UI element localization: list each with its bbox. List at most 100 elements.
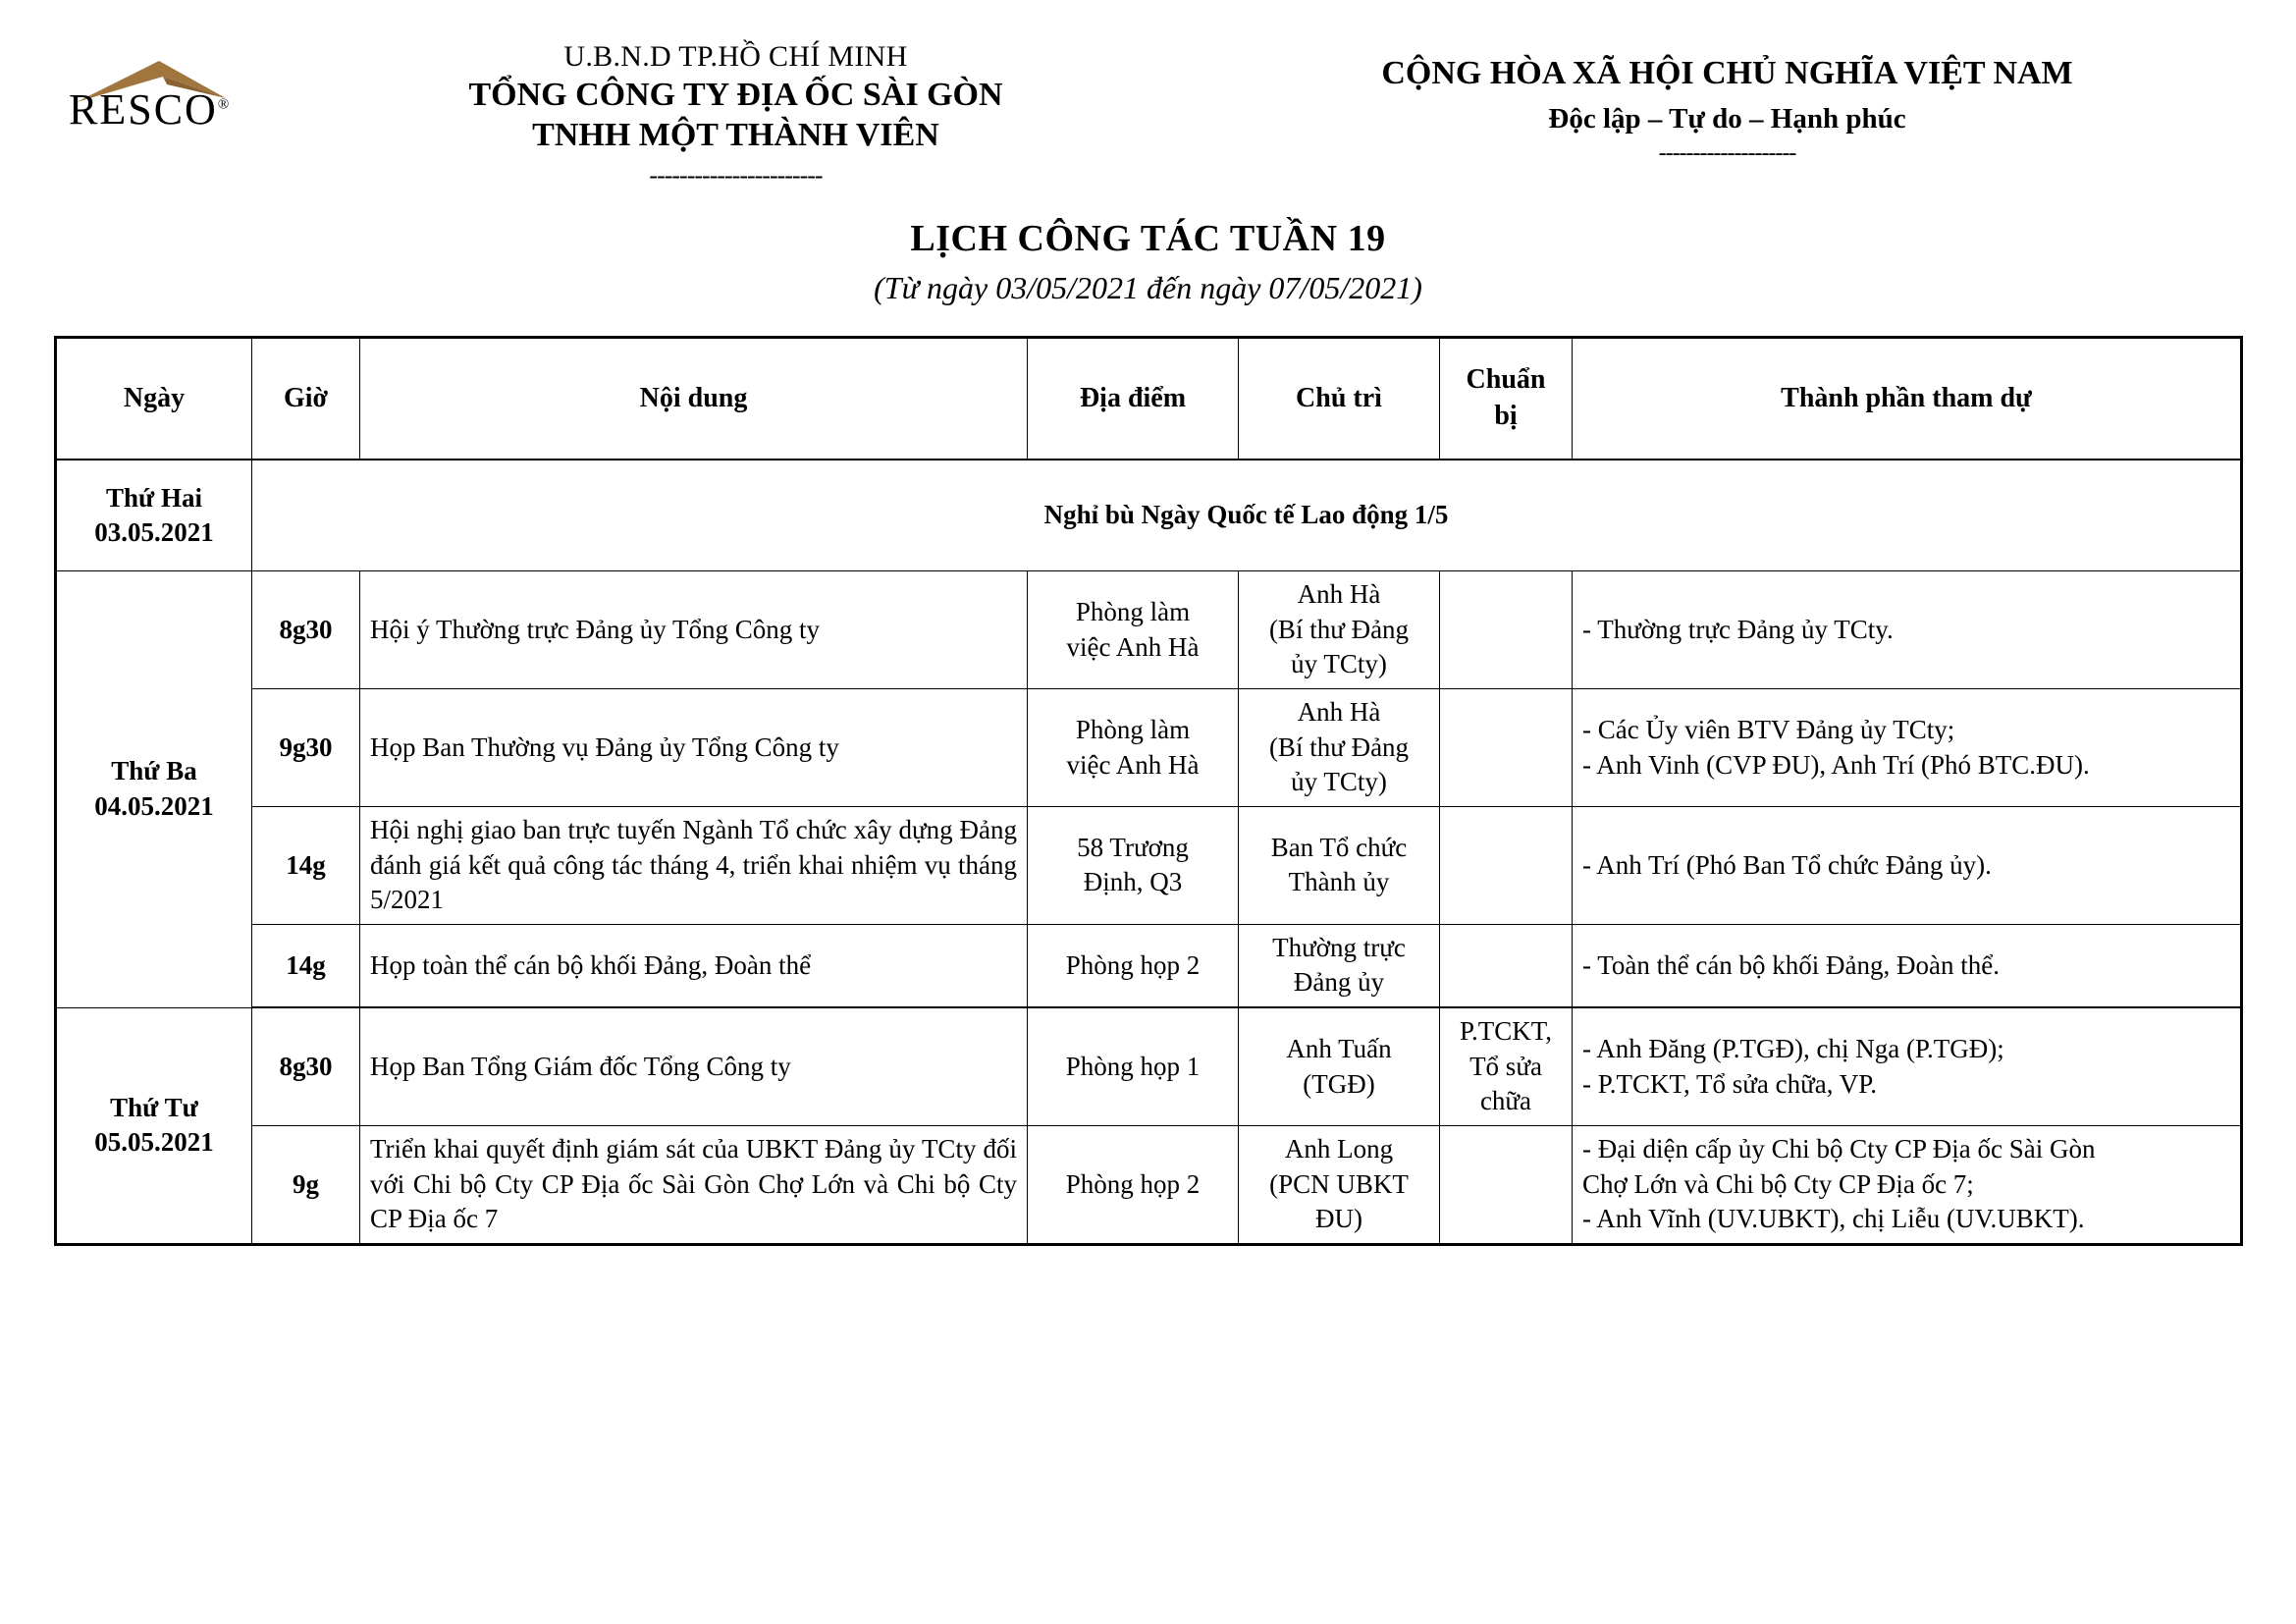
- page-subtitle: (Từ ngày 03/05/2021 đến ngày 07/05/2021): [874, 269, 1422, 305]
- chair-cell: Ban Tổ chức Thành ủy: [1238, 805, 1440, 925]
- prep-cell: [1439, 1124, 1573, 1246]
- resco-logo: RESCO®: [69, 39, 240, 132]
- chair-cell: Anh Hà (Bí thư Đảng ủy TCty): [1238, 688, 1440, 807]
- prep-cell: [1439, 923, 1573, 1009]
- org-form-line: TNHH MỘT THÀNH VIÊN: [532, 117, 939, 154]
- chair-line: (Bí thư Đảng: [1268, 614, 1410, 644]
- day-cell-thu-hai: Thứ Hai 03.05.2021: [55, 459, 252, 572]
- table-row: 14g Họp toàn thể cán bộ khối Đảng, Đoàn …: [56, 923, 2242, 1009]
- holiday-note: Nghỉ bù Ngày Quốc tế Lao động 1/5: [251, 459, 2242, 572]
- table-row: 9g Triển khai quyết định giám sát của UB…: [56, 1124, 2242, 1246]
- column-header-diadiem: Địa điểm: [1027, 337, 1239, 461]
- chair-line: Thường trực: [1272, 932, 1406, 962]
- place-line: Định, Q3: [1083, 867, 1183, 897]
- prep-cell: [1439, 570, 1573, 690]
- org-authority-line: U.B.N.D TP.HỒ CHÍ MINH: [563, 40, 908, 73]
- content-cell: Họp Ban Thường vụ Đảng ủy Tổng Công ty: [359, 688, 1028, 807]
- time-cell: 9g30: [251, 688, 360, 807]
- chair-line: Ban Tổ chức: [1270, 832, 1408, 862]
- schedule-table-wrap: Ngày Giờ Nội dung Địa điểm Chủ trì Chuẩn…: [0, 336, 2296, 1246]
- chair-line: Anh Tuấn: [1286, 1033, 1392, 1063]
- attendees-cell: - Đại diện cấp ủy Chi bộ Cty CP Địa ốc S…: [1572, 1124, 2242, 1246]
- table-header-row: Ngày Giờ Nội dung Địa điểm Chủ trì Chuẩn…: [55, 337, 2242, 461]
- national-motto: Độc lập – Tự do – Hạnh phúc: [1548, 102, 1906, 135]
- day-cell-thu-ba: Thứ Ba 04.05.2021: [55, 570, 252, 1008]
- place-line: việc Anh Hà: [1066, 749, 1200, 780]
- chair-line: ủy TCty): [1291, 649, 1387, 679]
- logo-word-text: RESCO: [69, 85, 218, 134]
- registered-mark-icon: ®: [217, 96, 230, 113]
- day-name: Thứ Ba: [111, 756, 197, 786]
- day-date: 04.05.2021: [94, 790, 214, 821]
- logo-wordmark: RESCO®: [69, 88, 240, 132]
- chair-cell: Anh Tuấn (TGĐ): [1238, 1006, 1440, 1126]
- place-cell: Phòng làm việc Anh Hà: [1027, 688, 1239, 807]
- prep-line: chữa: [1479, 1086, 1532, 1116]
- place-cell: Phòng họp 1: [1027, 1006, 1239, 1126]
- time-cell: 9g: [251, 1124, 360, 1246]
- chair-line: ĐU): [1315, 1204, 1362, 1234]
- column-header-chuanbi-l1: Chuẩn: [1466, 364, 1546, 396]
- attendee-line: - Anh Vĩnh (UV.UBKT), chị Liễu (UV.UBKT)…: [1582, 1204, 2085, 1234]
- attendees-cell: - Toàn thể cán bộ khối Đảng, Đoàn thể.: [1572, 923, 2242, 1009]
- header-left-block: RESCO® U.B.N.D TP.HỒ CHÍ MINH TỔNG CÔNG …: [69, 39, 1227, 190]
- content-cell: Hội nghị giao ban trực tuyến Ngành Tổ ch…: [359, 805, 1028, 925]
- attendee-line: - Anh Đăng (P.TGĐ), chị Nga (P.TGĐ);: [1582, 1033, 2004, 1063]
- attendee-line: - Đại diện cấp ủy Chi bộ Cty CP Địa ốc S…: [1582, 1133, 2096, 1164]
- column-header-noidung: Nội dung: [359, 337, 1028, 461]
- org-company-line: TỔNG CÔNG TY ĐỊA ỐC SÀI GÒN: [468, 77, 1003, 113]
- content-cell: Họp Ban Tổng Giám đốc Tổng Công ty: [359, 1006, 1028, 1126]
- place-line: Phòng làm: [1075, 597, 1191, 627]
- attendee-line: - Các Ủy viên BTV Đảng ủy TCty;: [1582, 714, 1955, 744]
- table-row: 14g Hội nghị giao ban trực tuyến Ngành T…: [56, 805, 2242, 925]
- national-title: CỘNG HÒA XÃ HỘI CHỦ NGHĨA VIỆT NAM: [1381, 55, 2073, 91]
- attendees-cell: - Anh Đăng (P.TGĐ), chị Nga (P.TGĐ); - P…: [1572, 1006, 2242, 1126]
- chair-line: Đảng ủy: [1293, 967, 1385, 998]
- attendee-line: - Thường trực Đảng ủy TCty.: [1582, 614, 1894, 644]
- day-date: 05.05.2021: [94, 1127, 214, 1158]
- table-header: Ngày Giờ Nội dung Địa điểm Chủ trì Chuẩn…: [55, 337, 2242, 461]
- chair-line: ủy TCty): [1291, 767, 1387, 797]
- national-divider: --------------------: [1658, 140, 1797, 167]
- chair-line: Anh Hà: [1297, 579, 1381, 610]
- chair-cell: Anh Hà (Bí thư Đảng ủy TCty): [1238, 570, 1440, 690]
- table-row: Thứ Ba 04.05.2021 8g30 Hội ý Thường trực…: [55, 570, 2242, 1008]
- title-block: LỊCH CÔNG TÁC TUẦN 19 (Từ ngày 03/05/202…: [0, 216, 2296, 308]
- attendee-line: - Anh Trí (Phó Ban Tổ chức Đảng ủy).: [1582, 849, 1992, 880]
- chair-cell: Anh Long (PCN UBKT ĐU): [1238, 1124, 1440, 1246]
- prep-line: P.TCKT,: [1459, 1016, 1552, 1047]
- document-header: RESCO® U.B.N.D TP.HỒ CHÍ MINH TỔNG CÔNG …: [0, 0, 2296, 190]
- time-cell: 14g: [251, 923, 360, 1009]
- place-line: việc Anh Hà: [1066, 631, 1200, 662]
- chair-line: Anh Long: [1284, 1133, 1394, 1164]
- column-header-chutri: Chủ trì: [1238, 337, 1440, 461]
- day-date: 03.05.2021: [94, 517, 214, 548]
- national-heading: CỘNG HÒA XÃ HỘI CHỦ NGHĨA VIỆT NAM Độc l…: [1227, 39, 2227, 168]
- attendee-line: - Anh Vinh (CVP ĐU), Anh Trí (Phó BTC.ĐU…: [1582, 749, 2090, 780]
- column-header-chuanbi-l2: bị: [1494, 401, 1518, 432]
- table-row: Thứ Tư 05.05.2021 8g30 Họp Ban Tổng Giám…: [55, 1006, 2242, 1245]
- chair-cell: Thường trực Đảng ủy: [1238, 923, 1440, 1009]
- place-cell: Phòng làm việc Anh Hà: [1027, 570, 1239, 690]
- attendees-cell: - Các Ủy viên BTV Đảng ủy TCty; - Anh Vi…: [1572, 688, 2242, 807]
- prep-cell: [1439, 688, 1573, 807]
- table-row: 9g30 Họp Ban Thường vụ Đảng ủy Tổng Công…: [56, 688, 2242, 807]
- chair-line: (TGĐ): [1303, 1068, 1375, 1099]
- attendees-cell: - Thường trực Đảng ủy TCty.: [1572, 570, 2242, 690]
- attendee-line: Chợ Lớn và Chi bộ Cty CP Địa ốc 7;: [1582, 1168, 1974, 1199]
- chair-line: (PCN UBKT: [1269, 1168, 1409, 1199]
- page-title: LỊCH CÔNG TÁC TUẦN 19: [910, 218, 1386, 260]
- time-cell: 8g30: [251, 570, 360, 690]
- place-line: 58 Trương: [1077, 832, 1189, 862]
- column-header-tpthamdu: Thành phần tham dự: [1572, 337, 2242, 461]
- time-cell: 14g: [251, 805, 360, 925]
- chair-line: Anh Hà: [1297, 697, 1381, 728]
- prep-line: Tổ sửa: [1469, 1051, 1542, 1081]
- place-cell: Phòng họp 2: [1027, 1124, 1239, 1246]
- place-cell: Phòng họp 2: [1027, 923, 1239, 1009]
- schedule-table: Ngày Giờ Nội dung Địa điểm Chủ trì Chuẩn…: [54, 336, 2243, 1246]
- chair-line: Thành ủy: [1288, 867, 1390, 897]
- day-cell-thu-tu: Thứ Tư 05.05.2021: [55, 1006, 252, 1245]
- time-cell: 8g30: [251, 1006, 360, 1126]
- prep-cell: [1439, 805, 1573, 925]
